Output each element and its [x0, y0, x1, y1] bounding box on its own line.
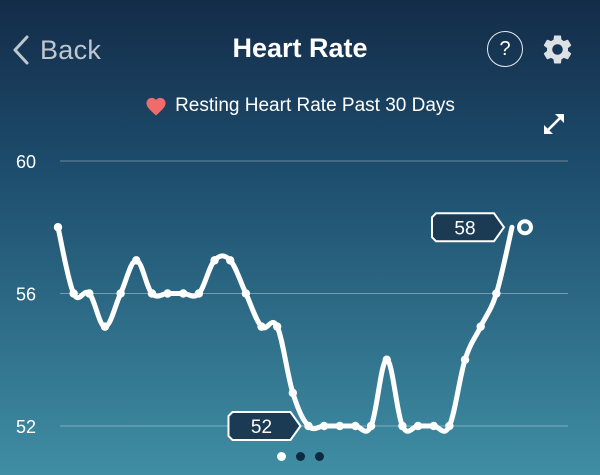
data-point [445, 421, 454, 431]
value-callout [227, 411, 302, 441]
data-point [288, 388, 298, 398]
data-point [366, 421, 376, 431]
data-point [100, 322, 110, 331]
page-dot[interactable] [295, 452, 305, 461]
help-button[interactable]: ? [487, 31, 523, 67]
data-point [241, 289, 251, 298]
y-tick-label: 60 [16, 152, 36, 172]
data-point [272, 322, 282, 331]
data-point [132, 256, 141, 265]
data-point [319, 421, 329, 431]
data-point [116, 289, 125, 298]
callout-label: 58 [454, 218, 475, 239]
data-point [85, 289, 94, 298]
chevron-left-icon [13, 35, 29, 65]
series-line [55, 224, 515, 434]
expand-icon [544, 114, 564, 134]
data-point [382, 355, 391, 364]
data-point [398, 421, 407, 431]
data-point [304, 421, 313, 431]
back-label: Back [40, 34, 102, 65]
page-title: Heart Rate [232, 33, 368, 63]
heart-icon [146, 97, 166, 116]
data-point [69, 289, 78, 298]
data-point [194, 289, 204, 298]
latest-point-inner [521, 223, 529, 232]
top-bar: Back Heart Rate ? [0, 0, 600, 100]
help-icon: ? [499, 37, 511, 60]
data-point [335, 421, 344, 431]
expand-button[interactable] [538, 108, 570, 140]
y-tick-label: 56 [16, 285, 36, 305]
page-dot[interactable] [314, 452, 324, 461]
callout-label: 52 [251, 417, 272, 438]
chart-subtitle: Resting Heart Rate Past 30 Days [0, 95, 600, 117]
page-indicator [0, 452, 600, 461]
page-dot[interactable] [276, 452, 286, 461]
data-point [147, 289, 157, 298]
data-point [163, 289, 172, 298]
data-point [226, 256, 235, 265]
data-point [53, 223, 63, 232]
data-point [476, 322, 485, 331]
gear-icon [543, 35, 572, 64]
data-point [179, 289, 188, 298]
back-button[interactable]: Back [12, 30, 101, 70]
data-point [413, 421, 423, 431]
subtitle-text: Resting Heart Rate Past 30 Days [175, 95, 455, 116]
y-tick-label: 52 [16, 417, 36, 437]
data-point [429, 421, 438, 431]
data-point [492, 289, 501, 298]
settings-button[interactable] [540, 32, 575, 67]
data-point [351, 421, 360, 431]
data-point [257, 322, 266, 331]
value-callout [431, 212, 506, 243]
data-point [210, 256, 219, 265]
data-point [460, 355, 470, 364]
